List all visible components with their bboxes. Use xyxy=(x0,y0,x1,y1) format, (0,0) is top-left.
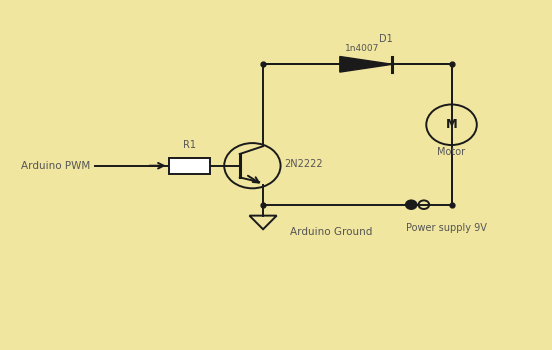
Text: Arduino PWM: Arduino PWM xyxy=(22,161,91,171)
Text: M: M xyxy=(445,118,458,131)
Text: 1n4007: 1n4007 xyxy=(344,44,379,52)
Text: Motor: Motor xyxy=(438,147,465,157)
Bar xyxy=(168,158,210,174)
Text: Power supply 9V: Power supply 9V xyxy=(406,223,487,233)
Polygon shape xyxy=(340,56,392,72)
Circle shape xyxy=(406,201,417,209)
Text: 2N2222: 2N2222 xyxy=(284,159,322,169)
Text: Arduino Ground: Arduino Ground xyxy=(290,226,372,237)
Text: D1: D1 xyxy=(379,34,393,44)
Text: 220 Ω: 220 Ω xyxy=(174,157,204,167)
Text: R1: R1 xyxy=(183,140,196,150)
